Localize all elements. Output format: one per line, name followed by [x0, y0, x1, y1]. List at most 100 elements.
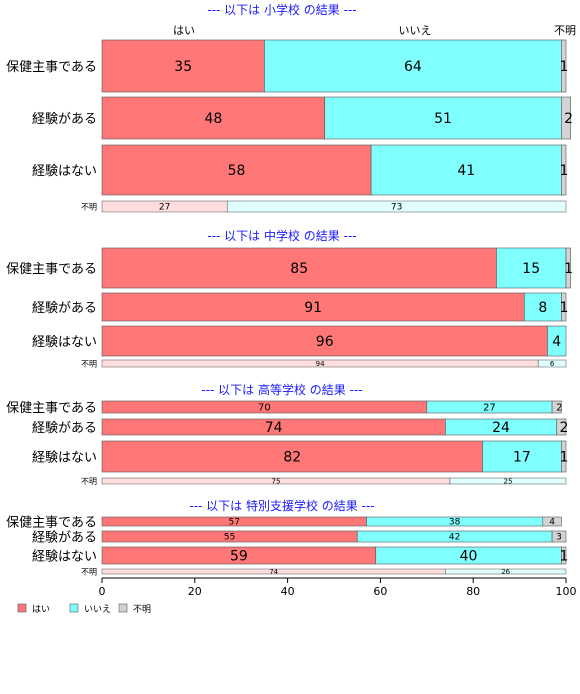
data-label: 1	[560, 300, 569, 316]
bar-segment-no	[264, 39, 562, 93]
data-label: 27	[159, 203, 170, 213]
bar-segment-yes	[101, 144, 372, 196]
data-label: 8	[538, 300, 547, 316]
data-label: 2	[556, 403, 562, 414]
data-label: 96	[316, 334, 334, 350]
x-tick-label: 20	[188, 585, 202, 598]
data-label: 35	[174, 59, 192, 75]
category-label: 経験がある	[32, 531, 97, 546]
category-label: 不明	[81, 568, 97, 577]
bar-segment-unknown	[561, 440, 567, 473]
data-label: 42	[449, 533, 460, 543]
category-label: 経験はない	[32, 451, 97, 466]
category-label: 保健主事である	[6, 401, 97, 416]
bar-segment-unknown	[551, 400, 562, 414]
bar-segment-no	[445, 568, 567, 575]
header-label-unknown: 不明	[554, 24, 576, 37]
data-label: 6	[550, 360, 555, 368]
legend-label-unknown: 不明	[133, 604, 151, 615]
category-label: 経験はない	[32, 550, 97, 565]
data-label: 26	[501, 568, 510, 576]
category-label: 不明	[81, 360, 97, 369]
bar-segment-no	[449, 477, 567, 485]
panel-title: --- 以下は 中学校 の結果 ---	[207, 228, 356, 243]
bar-segment-no	[496, 247, 567, 289]
data-label: 75	[272, 478, 281, 486]
bar-segment-no	[482, 440, 562, 473]
data-label: 94	[316, 360, 325, 368]
bar-segment-no	[537, 359, 567, 368]
legend-label-yes: はい	[32, 604, 50, 615]
data-label: 1	[560, 549, 569, 565]
data-label: 70	[258, 403, 271, 414]
data-label: 38	[449, 518, 461, 528]
category-label: 保健主事である	[6, 262, 97, 277]
data-label: 4	[549, 518, 555, 528]
category-label: 経験がある	[32, 301, 97, 316]
legend-swatch-unknown	[118, 603, 128, 613]
data-label: 74	[269, 568, 278, 576]
bar-segment-unknown	[542, 516, 562, 527]
x-tick-label: 100	[556, 585, 577, 598]
data-label: 3	[556, 533, 562, 543]
data-label: 51	[434, 111, 452, 127]
category-label: 保健主事である	[6, 60, 97, 75]
panel-title: --- 以下は 特別支援学校 の結果 ---	[189, 498, 374, 513]
bar-segment-unknown	[561, 96, 571, 140]
data-label: 91	[304, 300, 322, 316]
legend-swatch-no	[69, 603, 79, 613]
category-label: 保健主事である	[6, 516, 97, 531]
bar-segment-no	[227, 200, 567, 213]
bar-segment-no	[523, 292, 562, 322]
data-label: 64	[404, 59, 422, 75]
bar-segment-yes	[101, 325, 548, 357]
data-label: 17	[513, 450, 531, 466]
panel-title: --- 以下は 高等学校 の結果 ---	[201, 382, 362, 397]
data-label: 1	[560, 59, 569, 75]
panel-title: --- 以下は 小学校 の結果 ---	[207, 2, 356, 17]
data-label: 55	[224, 533, 235, 543]
x-tick-label: 40	[281, 585, 295, 598]
category-label: 不明	[81, 477, 97, 486]
data-label: 25	[504, 478, 513, 486]
bar-segment-unknown	[556, 418, 567, 436]
data-label: 27	[483, 403, 496, 414]
bar-segment-unknown	[551, 530, 567, 543]
data-label: 24	[492, 420, 510, 436]
data-label: 2	[564, 111, 573, 127]
data-label: 58	[228, 163, 246, 179]
bar-segment-unknown	[561, 292, 567, 322]
bar-segment-unknown	[561, 144, 567, 196]
data-label: 59	[230, 549, 248, 565]
data-label: 1	[564, 261, 573, 277]
data-label: 1	[560, 450, 569, 466]
header-label-no: いいえ	[399, 24, 432, 37]
category-label: 経験がある	[32, 421, 97, 436]
data-label: 1	[560, 163, 569, 179]
category-label: 経験がある	[32, 112, 97, 127]
bar-segment-no	[547, 325, 567, 357]
bar-segment-no	[370, 144, 562, 196]
category-label: 不明	[81, 203, 97, 212]
data-label: 40	[460, 549, 478, 565]
data-label: 41	[457, 163, 475, 179]
x-tick-label: 60	[373, 585, 387, 598]
data-label: 73	[391, 203, 402, 213]
data-label: 2	[560, 420, 569, 436]
bar-segment-yes	[101, 292, 525, 322]
data-label: 15	[522, 261, 540, 277]
data-label: 85	[290, 261, 308, 277]
bar-segment-unknown	[561, 39, 567, 93]
bar-segment-yes	[101, 39, 265, 93]
data-label: 4	[552, 334, 561, 350]
category-label: 経験はない	[32, 164, 97, 179]
bar-segment-unknown	[561, 546, 567, 565]
bar-segment-unknown	[565, 247, 571, 289]
data-label: 48	[204, 111, 222, 127]
bar-segment-no	[324, 96, 562, 140]
bar-segment-yes	[101, 440, 483, 473]
data-label: 74	[265, 420, 283, 436]
data-label: 82	[283, 450, 301, 466]
category-label: 経験はない	[32, 335, 97, 350]
